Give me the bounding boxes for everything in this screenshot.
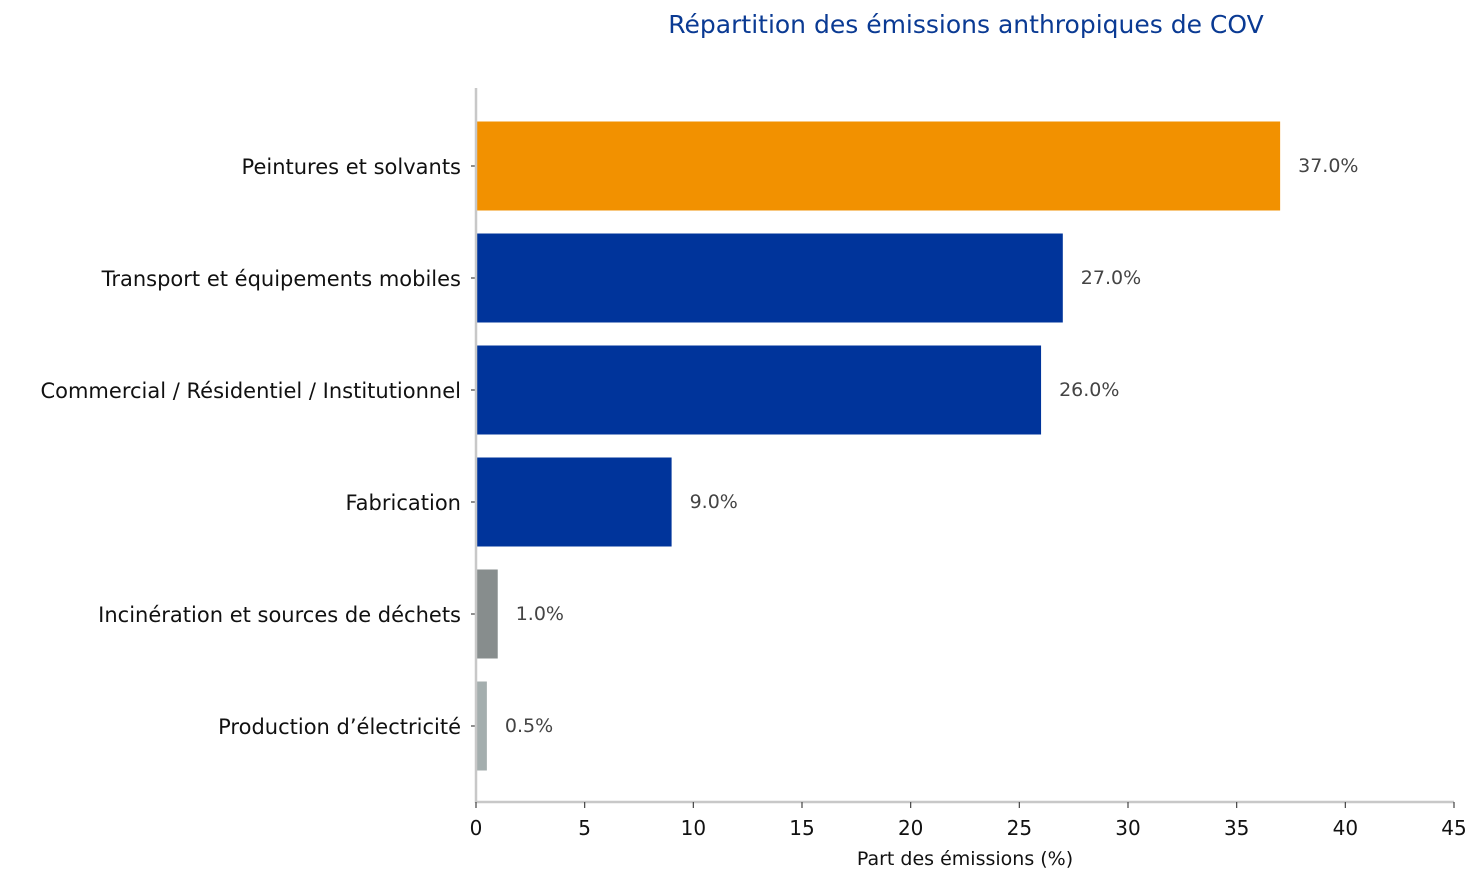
x-axis-label: Part des émissions (%)	[857, 848, 1073, 870]
bar	[477, 457, 672, 547]
x-tick-label: 0	[470, 816, 483, 840]
value-label: 9.0%	[690, 491, 738, 513]
category-label: Production d’électricité	[218, 715, 461, 739]
x-tick-label: 5	[578, 816, 591, 840]
value-label: 1.0%	[516, 603, 564, 625]
bar	[477, 233, 1063, 323]
x-tick-label: 10	[681, 816, 706, 840]
x-tick-label: 25	[1007, 816, 1032, 840]
bar	[477, 345, 1042, 435]
chart-title: Répartition des émissions anthropiques d…	[668, 10, 1264, 39]
x-tick-label: 45	[1441, 816, 1466, 840]
x-tick-label: 15	[789, 816, 814, 840]
bar	[477, 121, 1281, 211]
x-tick-label: 30	[1115, 816, 1140, 840]
x-tick-label: 35	[1224, 816, 1249, 840]
category-label: Incinération et sources de déchets	[98, 603, 461, 627]
value-label: 27.0%	[1081, 267, 1141, 289]
category-label: Fabrication	[346, 491, 461, 515]
category-label: Commercial / Résidentiel / Institutionne…	[40, 379, 461, 403]
value-label: 37.0%	[1298, 155, 1358, 177]
x-tick-label: 40	[1333, 816, 1358, 840]
category-label: Transport et équipements mobiles	[101, 267, 461, 291]
category-label: Peintures et solvants	[242, 155, 461, 179]
value-label: 26.0%	[1059, 379, 1119, 401]
bar	[477, 681, 487, 771]
x-tick-label: 20	[898, 816, 923, 840]
value-label: 0.5%	[505, 715, 553, 737]
bar	[477, 569, 498, 659]
